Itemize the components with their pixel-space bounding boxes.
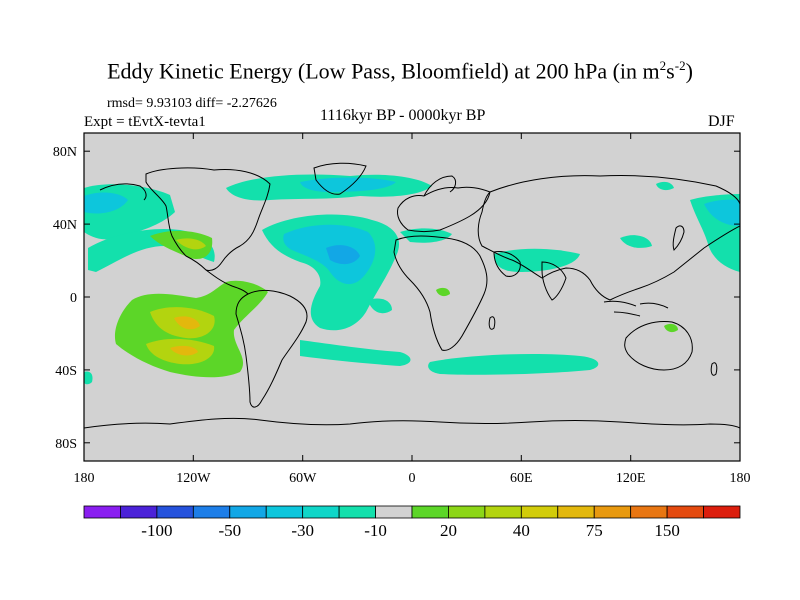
coast-japan [672,225,685,251]
y-tick-label: 0 [70,291,77,306]
colorbar-label: 20 [440,521,457,540]
x-axis-ticks [83,133,741,461]
colorbar-swatch [302,505,340,519]
coast-greenland [313,162,367,195]
coast-madagascar [488,316,496,330]
colorbar-label: -50 [218,521,241,540]
coast-north-america [145,167,271,271]
colorbar-label: 75 [586,521,603,540]
coastlines [84,162,740,429]
anomaly-south-pacific-orange-2 [170,345,198,356]
coast-south-america [235,289,308,408]
anomaly-south-pacific-orange [174,316,200,330]
coast-indonesia [603,300,669,317]
coast-alaska [99,183,147,201]
colorbar-swatch [265,505,304,519]
colorbar-swatch [448,505,486,519]
y-tick-label: 80S [55,437,77,452]
anomaly-mexico-yellow [176,238,206,250]
colorbar-swatch [229,505,267,519]
coast-africa [393,235,488,351]
colorbar-swatch [520,505,559,519]
colorbar-swatch [156,505,194,519]
anomaly-australia [664,323,678,333]
anomaly-south-atlantic [300,340,411,366]
colorbar-swatch [484,505,522,519]
colorbar-swatch [703,505,741,519]
x-tick-label: 0 [409,471,416,486]
colorbar-swatch [83,505,121,519]
season-label: DJF [708,113,735,130]
colorbar-swatch [338,505,376,519]
coast-india [541,261,567,301]
y-tick-label: 80N [53,145,77,160]
colorbar-label: -30 [291,521,314,540]
x-axis-labels: 180 120W 60W 0 60E 120E 180 [74,471,751,486]
y-tick-label: 40N [53,218,77,233]
anomaly-south-indian [428,354,599,375]
colorbar-swatch [593,505,632,519]
colorbar-swatch [630,505,668,519]
colorbar [83,505,741,519]
x-tick-label: 180 [730,471,751,486]
colorbar-swatch [411,505,449,519]
coast-central-america [205,269,249,295]
anomaly-mediterranean [400,228,452,243]
coast-scandinavia [423,175,457,197]
stats-label: rmsd= 9.93103 diff= -2.27626 [107,96,277,111]
colorbar-label: -100 [141,521,172,540]
anomaly-nw-pacific-core [704,199,740,226]
coast-arabia [493,251,521,277]
colorbar-label: 40 [513,521,530,540]
anomaly-indian-green [436,287,450,297]
coast-antarctica [84,417,740,429]
coast-australia [624,321,693,371]
anomaly-south-pacific-east [84,371,93,385]
anomaly-arabia [494,248,580,272]
experiment-label: Expt = tEvtX-tevta1 [84,114,206,130]
x-tick-label: 60W [289,471,317,486]
plot-title: Eddy Kinetic Energy (Low Pass, Bloomfiel… [107,58,693,84]
colorbar-swatch [666,505,704,519]
y-axis-ticks [84,150,740,444]
colorbar-swatch [557,505,595,519]
anomaly-mexico-green [150,230,213,260]
colorbar-label: -10 [364,521,387,540]
colorbar-label: 150 [654,521,680,540]
colorbar-swatch [375,505,413,519]
coast-europe [397,186,491,232]
y-axis-labels: 80N 40N 0 40S 80S [53,145,77,452]
x-tick-label: 180 [74,471,95,486]
anomaly-central-atlantic-deep [326,245,360,265]
anomaly-eq-atlantic [368,298,392,314]
anomaly-siberia [656,181,674,191]
x-tick-label: 60E [510,471,533,486]
colorbar-labels: -100 -50 -30 -10 20 40 75 150 [141,521,680,540]
colorbar-swatch [192,505,231,519]
anomaly-south-asia [620,235,652,248]
x-tick-label: 120E [616,471,646,486]
colorbar-swatch [120,505,158,519]
period-label: 1116kyr BP - 0000kyr BP [320,107,486,124]
coast-new-zealand [710,362,718,376]
anomaly-north-pacific-core [84,192,128,214]
x-tick-label: 120W [176,471,211,486]
y-tick-label: 40S [55,364,77,379]
anomaly-field [84,174,740,385]
